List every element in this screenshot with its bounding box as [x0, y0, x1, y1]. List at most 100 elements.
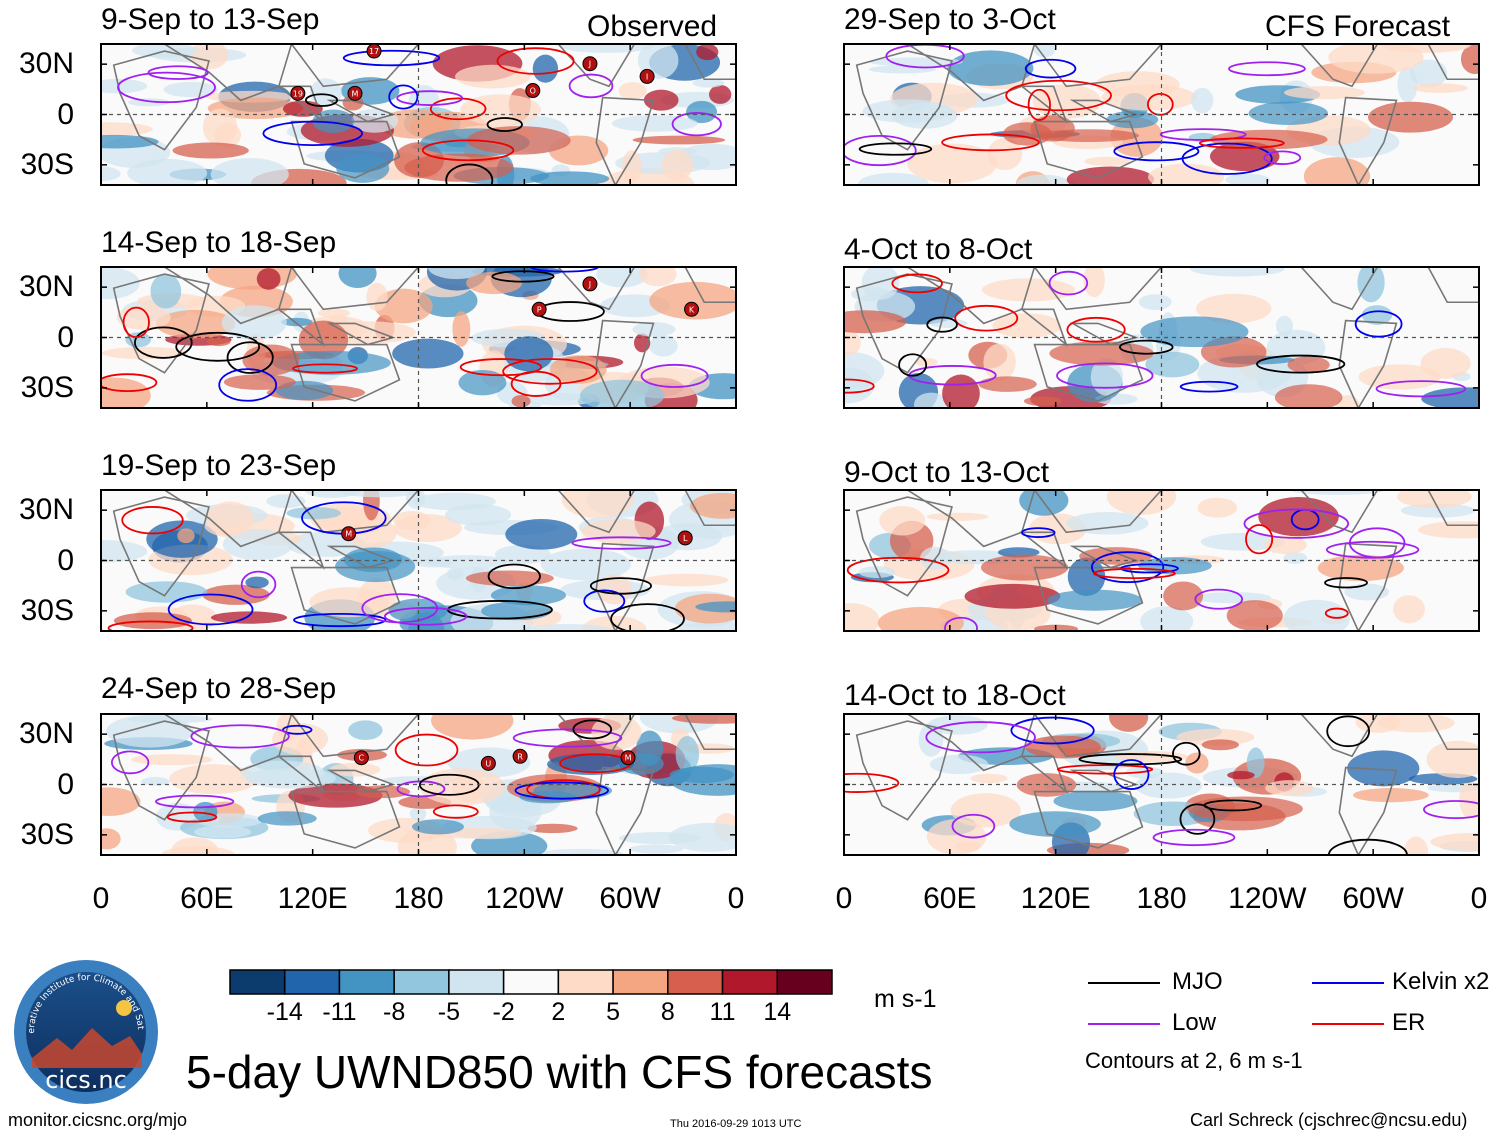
- storm-marker: R: [512, 748, 528, 764]
- colorbar-swatch: [338, 969, 395, 995]
- svg-text:I: I: [646, 72, 648, 81]
- lat-label: 0: [57, 767, 74, 801]
- svg-text:19: 19: [293, 89, 303, 98]
- storm-marker: 19: [290, 85, 306, 101]
- colorbar-swatch: [721, 969, 779, 995]
- legend-mjo-label: MJO: [1172, 968, 1223, 995]
- lat-label: 0: [57, 320, 74, 354]
- lon-label: 60E: [180, 882, 234, 915]
- contours-note: Contours at 2, 6 m s-1: [1085, 1048, 1303, 1073]
- lon-label: 60W: [599, 882, 661, 915]
- lat-label: 30N: [18, 717, 74, 751]
- lon-label: 120E: [277, 882, 348, 915]
- main-title: 5-day UWND850 with CFS forecasts: [186, 1046, 933, 1098]
- storm-marker: U: [480, 755, 496, 771]
- colorbar-tick-label: -2: [492, 998, 515, 1026]
- lon-label: 60E: [923, 882, 977, 915]
- svg-text:L: L: [683, 534, 688, 543]
- storm-marker: L: [677, 530, 693, 546]
- map-panel-3: [100, 489, 737, 632]
- svg-text:17: 17: [369, 47, 379, 56]
- map-panel-8: [843, 713, 1480, 856]
- lat-label: 30S: [20, 370, 74, 404]
- colorbar-tick-label: 11: [709, 998, 736, 1026]
- cfs-forecast-label: CFS Forecast: [1265, 10, 1451, 43]
- cics-logo: Cooperative Institute for Climate and Sa…: [12, 958, 158, 1104]
- colorbar-tick-label: 8: [660, 998, 675, 1026]
- lon-label: 120W: [485, 882, 564, 915]
- colorbar-tick-label: -8: [383, 998, 406, 1026]
- footer-url[interactable]: monitor.cicsnc.org/mjo: [8, 1110, 188, 1130]
- lat-label: 30S: [20, 147, 74, 181]
- legend-low-line: [1088, 1023, 1160, 1025]
- colorbar-swatch: [667, 969, 724, 995]
- colorbar-tick-label: -14: [266, 998, 303, 1026]
- colorbar-tick-label: -11: [322, 998, 357, 1026]
- colorbar-swatch: [502, 969, 560, 995]
- storm-marker: K: [684, 301, 700, 317]
- colorbar-swatch: [776, 969, 833, 995]
- storm-marker: C: [353, 750, 369, 766]
- svg-text:U: U: [485, 759, 491, 768]
- colorbar-units: m s-1: [874, 985, 937, 1013]
- svg-text:P: P: [537, 305, 542, 314]
- map-panel-1: [100, 43, 737, 186]
- legend-kelvin-label: Kelvin x2: [1392, 968, 1490, 995]
- storm-marker: O: [525, 83, 541, 99]
- panel-title-5: 29-Sep to 3-Oct: [844, 3, 1056, 36]
- svg-text:J: J: [588, 280, 591, 289]
- logo-text: cics.nc: [45, 1066, 127, 1094]
- lon-label: 120E: [1020, 882, 1091, 915]
- colorbar-swatch: [612, 969, 669, 995]
- lon-label: 0: [835, 882, 853, 915]
- lat-label: 30N: [18, 47, 74, 81]
- storm-marker: J: [582, 276, 598, 292]
- lat-label: 30N: [18, 493, 74, 527]
- colorbar-tick-label: 14: [763, 998, 792, 1026]
- colorbar-swatch: [229, 969, 286, 995]
- svg-text:M: M: [352, 89, 359, 98]
- panel-title-2: 14-Sep to 18-Sep: [101, 226, 337, 259]
- map-panel-2: [100, 266, 737, 409]
- storm-marker: M: [341, 526, 357, 542]
- lat-label: 30N: [18, 270, 74, 304]
- storm-marker: J: [582, 56, 598, 72]
- storm-marker: M: [620, 750, 636, 766]
- legend-kelvin-line: [1312, 982, 1384, 984]
- svg-text:K: K: [689, 305, 695, 314]
- colorbar: [229, 969, 833, 995]
- map-panel-6: [843, 266, 1480, 409]
- lon-label: 180: [393, 882, 444, 915]
- storm-marker: 17: [366, 43, 382, 59]
- legend-low-label: Low: [1172, 1009, 1217, 1036]
- lat-label: 30S: [20, 593, 74, 627]
- lon-label: 120W: [1228, 882, 1307, 915]
- lon-label: 180: [1136, 882, 1187, 915]
- map-panel-7: [843, 489, 1480, 632]
- svg-text:C: C: [359, 754, 365, 763]
- lon-label: 0: [92, 882, 110, 915]
- legend-er-label: ER: [1392, 1009, 1426, 1036]
- map-panel-4: [100, 713, 737, 856]
- footer-timestamp: Thu 2016-09-29 1013 UTC: [670, 1118, 802, 1130]
- colorbar-swatch: [557, 969, 614, 995]
- panel-title-3: 19-Sep to 23-Sep: [101, 449, 337, 482]
- colorbar-swatch: [448, 969, 505, 995]
- map-panel-5: [843, 43, 1480, 186]
- storm-marker: P: [531, 301, 547, 317]
- colorbar-tick-label: 2: [551, 998, 566, 1026]
- lat-label: 0: [57, 97, 74, 131]
- lat-label: 0: [57, 543, 74, 577]
- panel-title-6: 4-Oct to 8-Oct: [844, 233, 1033, 266]
- panel-title-7: 9-Oct to 13-Oct: [844, 456, 1050, 489]
- lon-label: 0: [1470, 882, 1488, 915]
- colorbar-tick-label: -5: [437, 998, 461, 1026]
- colorbar-tick-label: 5: [606, 998, 621, 1026]
- footer-author[interactable]: Carl Schreck (cjschrec@ncsu.edu): [1190, 1110, 1468, 1130]
- storm-marker: I: [639, 68, 655, 84]
- storm-marker: M: [347, 85, 363, 101]
- svg-text:O: O: [530, 87, 536, 96]
- colorbar-swatch: [393, 969, 450, 995]
- svg-text:M: M: [345, 530, 352, 539]
- svg-text:M: M: [625, 754, 632, 763]
